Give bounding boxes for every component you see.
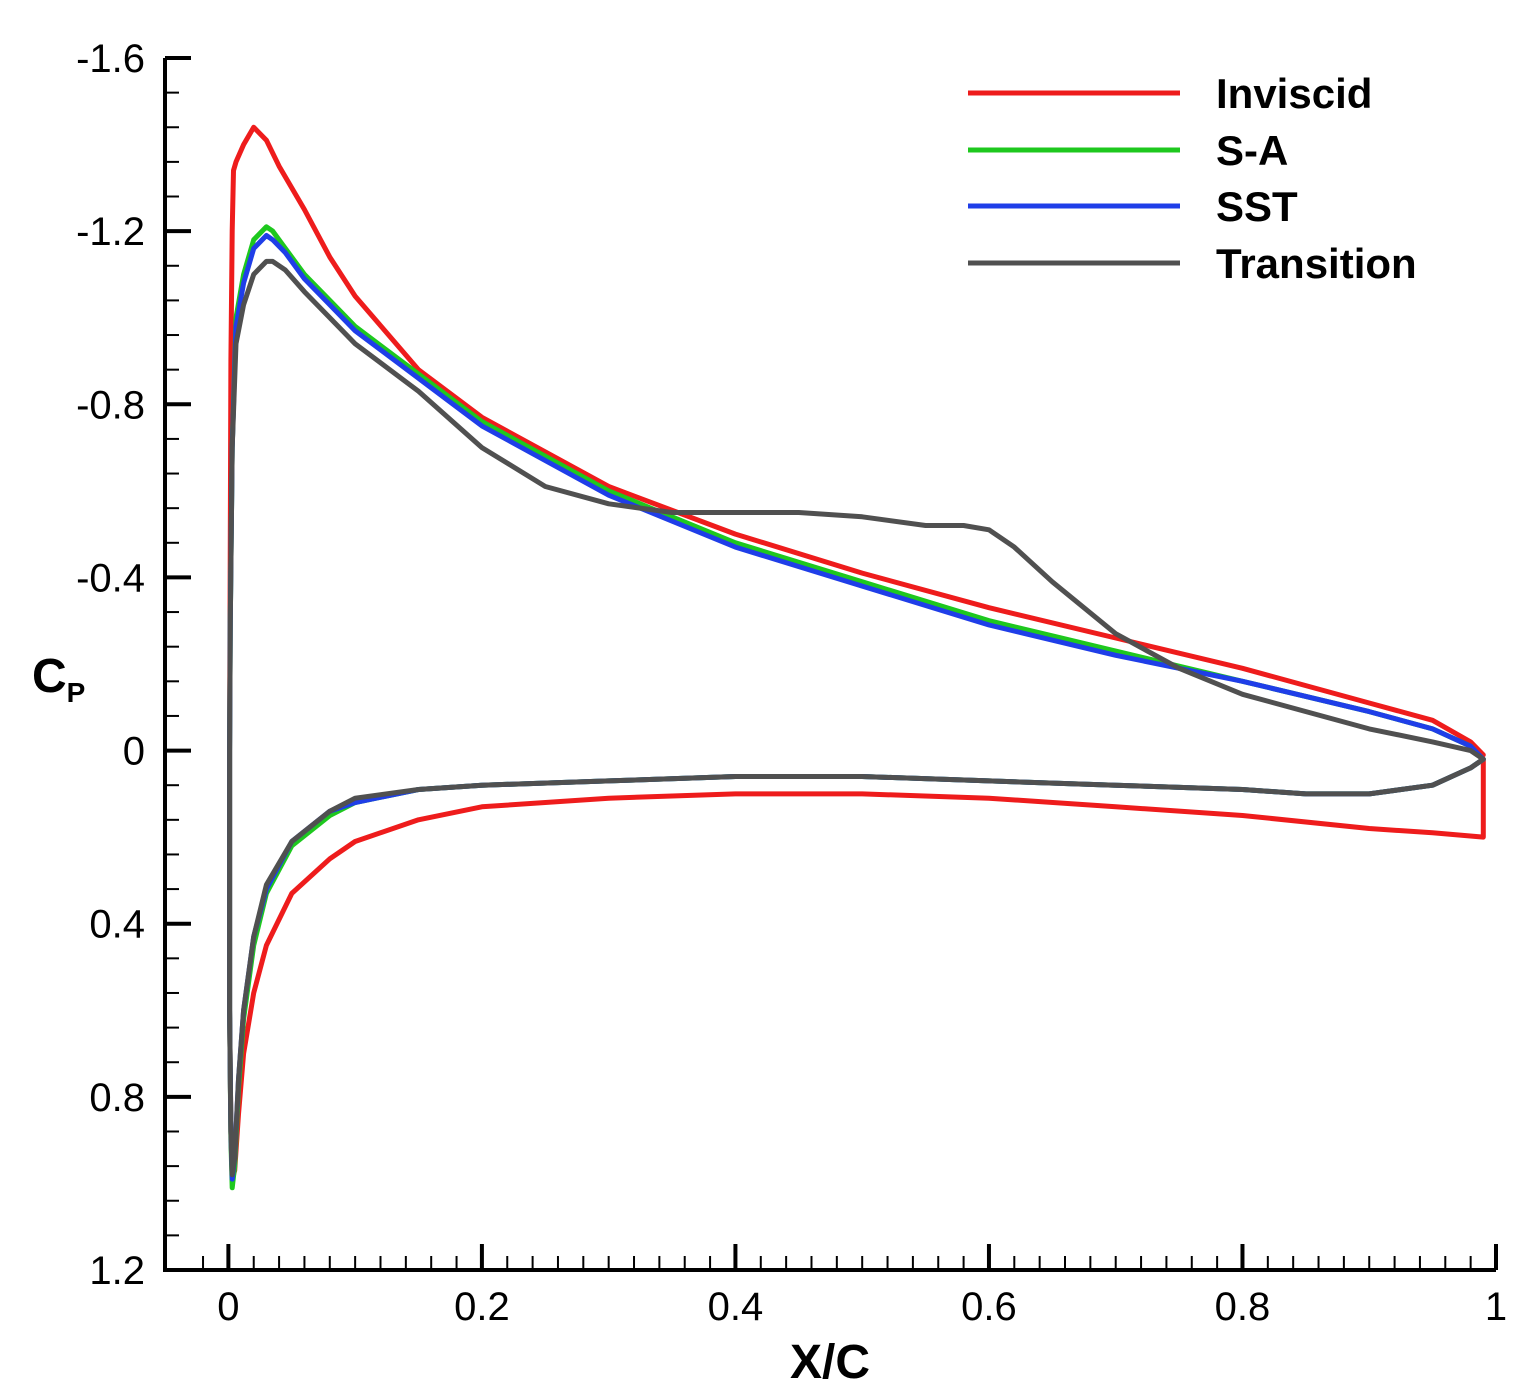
- legend: Inviscid S-A SST Transition: [968, 70, 1417, 287]
- legend-label-transition: Transition: [1216, 240, 1417, 287]
- y-tick-label: 0: [123, 730, 145, 774]
- legend-label-inviscid: Inviscid: [1216, 70, 1372, 117]
- y-tick-label: 0.4: [89, 903, 145, 947]
- y-tick-label: -0.4: [76, 556, 145, 600]
- legend-label-sst: SST: [1216, 183, 1298, 230]
- y-axis-title: CP: [32, 650, 85, 708]
- y-tick-label: -1.6: [76, 37, 145, 81]
- series-lines: [227, 124, 1486, 1191]
- x-axis-title: X/C: [790, 1336, 870, 1389]
- legend-label-s-a: S-A: [1216, 127, 1288, 174]
- x-tick-label: 0.4: [708, 1285, 764, 1329]
- legend-item-s-a: S-A: [968, 127, 1288, 174]
- y-tick-label: 1.2: [89, 1249, 145, 1293]
- x-tick-label: 0.6: [961, 1285, 1017, 1329]
- x-tick-label: 0.8: [1215, 1285, 1271, 1329]
- y-axis-title-subscript: P: [67, 677, 86, 708]
- y-tick-label: 0.8: [89, 1076, 145, 1120]
- tick-labels: -1.6 -1.2 -0.8 -0.4 0 0.4 0.8 1.2 0 0.2 0.4 0.6 0.8 1: [76, 37, 1507, 1329]
- y-tick-label: -0.8: [76, 383, 145, 427]
- x-tick-label: 0: [217, 1285, 239, 1329]
- legend-item-sst: SST: [968, 183, 1298, 230]
- axes: [163, 58, 1496, 1272]
- ticks: [165, 56, 1498, 1272]
- x-tick-label: 1: [1485, 1285, 1507, 1329]
- y-axis-title-main: C: [32, 650, 67, 703]
- y-tick-label: -1.2: [76, 210, 145, 254]
- x-tick-label: 0.2: [454, 1285, 510, 1329]
- series-line-transition: [227, 258, 1486, 1178]
- legend-item-transition: Transition: [968, 240, 1417, 287]
- legend-item-inviscid: Inviscid: [968, 70, 1372, 117]
